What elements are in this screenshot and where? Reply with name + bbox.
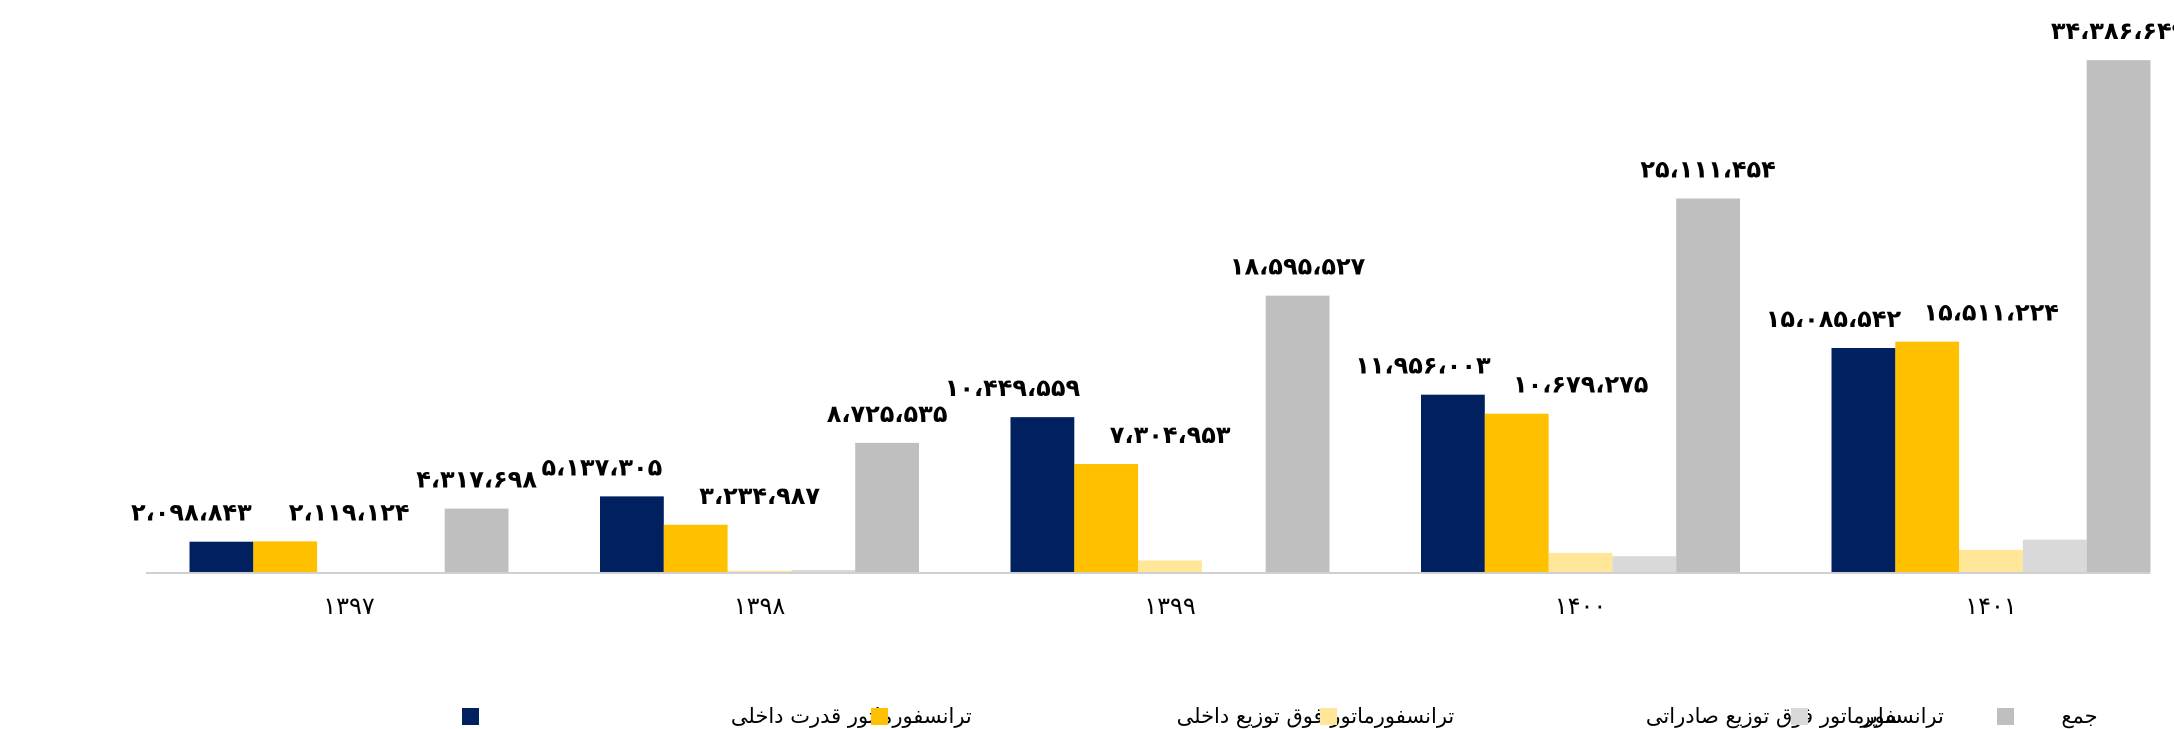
- bar: [1484, 413, 1549, 573]
- x-tick-label: ۱۴۰۱: [1965, 592, 2017, 620]
- bar: [2086, 60, 2151, 573]
- legend-label: ترانسفورماتور فوق توزیع داخلی: [1177, 704, 1455, 728]
- bar: [1074, 464, 1139, 573]
- legend-swatch: [462, 708, 479, 725]
- x-tick-label: ۱۴۰۰: [1555, 592, 1607, 620]
- x-tick-label: ۱۳۹۹: [1144, 592, 1196, 620]
- data-label: ۵،۱۳۷،۳۰۵: [542, 453, 663, 481]
- bar: [600, 496, 664, 573]
- legend-swatch: [871, 708, 888, 725]
- legend-swatch: [1791, 708, 1808, 725]
- bar: [1895, 341, 1960, 573]
- bar: [1010, 417, 1075, 573]
- data-label: ۱۸،۵۹۵،۵۲۷: [1230, 253, 1366, 281]
- data-label: ۲،۱۱۹،۱۲۴: [289, 498, 410, 526]
- bar: [253, 541, 318, 573]
- data-label: ۸،۷۲۵،۵۳۵: [827, 400, 948, 428]
- bar: [727, 570, 792, 573]
- data-label: ۱۰،۴۴۹،۵۵۹: [945, 374, 1081, 402]
- bar: [855, 442, 919, 573]
- legend-swatch: [1320, 708, 1337, 725]
- bar: [189, 541, 254, 573]
- legend-label: ترانسفورماتور قدرت داخلی: [731, 704, 972, 728]
- x-tick-label: ۱۳۹۸: [734, 592, 786, 620]
- data-label: ۱۵،۰۸۵،۵۴۲: [1766, 305, 1902, 333]
- legend-label: جمع: [2061, 704, 2097, 728]
- data-label: ۱۰،۶۷۹،۲۷۵: [1513, 371, 1648, 399]
- bar: [1265, 295, 1330, 573]
- bar: [1421, 394, 1485, 573]
- data-label: ۴،۳۱۷،۶۹۸: [416, 466, 537, 494]
- data-label: ۱۱،۹۵۶،۰۰۳: [1355, 352, 1491, 380]
- bar: [1548, 552, 1613, 573]
- data-label: ۲۵،۱۱۱،۴۵۴: [1640, 155, 1775, 183]
- legend-swatch: [1997, 708, 2014, 725]
- bar: [444, 508, 509, 573]
- bar: [791, 569, 856, 573]
- bar: [1138, 560, 1202, 573]
- data-label: ۳۴،۳۸۶،۶۴۹: [2051, 17, 2174, 45]
- bar: [2022, 539, 2087, 573]
- bar: [1676, 198, 1740, 574]
- data-label: ۷،۳۰۴،۹۵۳: [1110, 421, 1231, 449]
- bar: [1612, 556, 1677, 573]
- data-label: ۳،۲۳۴،۹۸۷: [699, 482, 820, 510]
- bar: [1959, 549, 2023, 573]
- legend-label: سایر: [1859, 704, 1901, 728]
- x-tick-label: ۱۳۹۷: [323, 592, 375, 620]
- data-label: ۱۵،۵۱۱،۲۲۴: [1923, 299, 2058, 327]
- bar: [663, 524, 728, 573]
- bar: [1831, 348, 1896, 573]
- data-label: ۲،۰۹۸،۸۴۳: [131, 499, 252, 527]
